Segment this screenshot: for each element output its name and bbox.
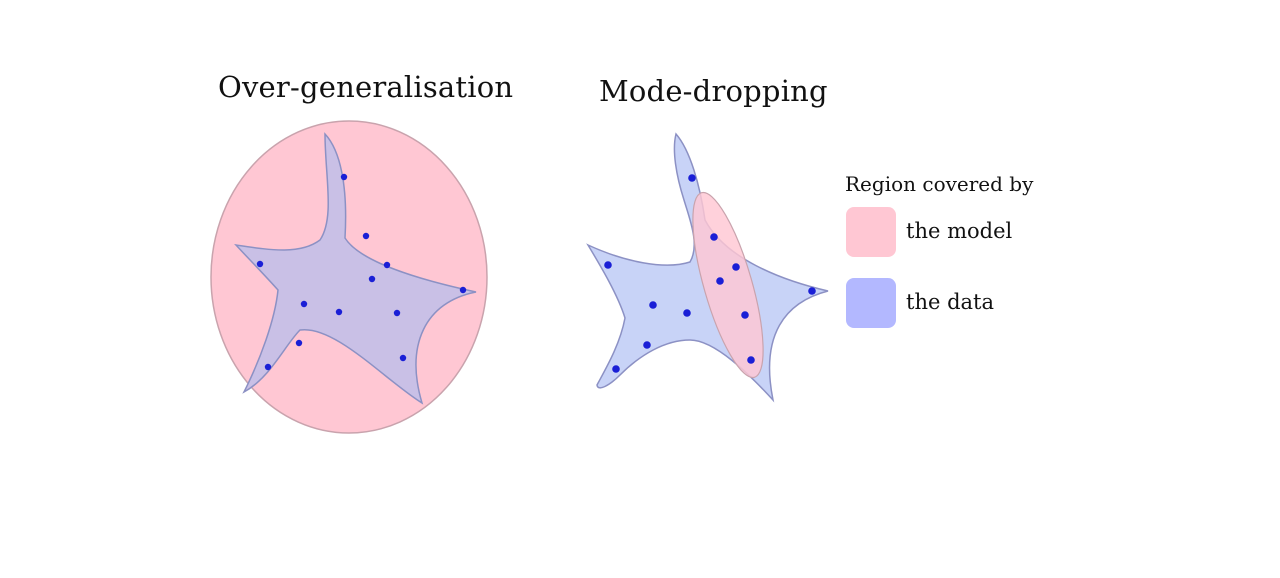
data-point <box>747 356 755 364</box>
data-point <box>335 308 343 316</box>
legend-label-data: the data <box>906 290 994 314</box>
data-point <box>643 341 651 349</box>
legend-swatch-data <box>846 278 896 328</box>
data-point <box>264 363 272 371</box>
left-panel-title: Over-generalisation <box>218 70 514 104</box>
data-point <box>649 301 657 309</box>
data-points-right <box>604 174 816 373</box>
data-point <box>732 263 740 271</box>
data-point <box>604 261 612 269</box>
data-point <box>808 287 816 295</box>
data-point <box>399 354 407 362</box>
mode-dropping-panel <box>586 132 829 403</box>
over-generalisation-panel <box>210 120 488 434</box>
legend-heading: Region covered by <box>845 172 1034 196</box>
data-point <box>362 232 370 240</box>
data-point <box>612 365 620 373</box>
data-point <box>716 277 724 285</box>
data-points-left <box>256 173 467 371</box>
data-point <box>368 275 376 283</box>
data-point <box>340 173 348 181</box>
data-point <box>741 311 749 319</box>
data-point <box>710 233 718 241</box>
data-point <box>683 309 691 317</box>
data-point <box>459 286 467 294</box>
legend-swatch-model <box>846 207 896 257</box>
data-point <box>383 261 391 269</box>
data-point <box>256 260 264 268</box>
right-panel-title: Mode-dropping <box>599 74 828 108</box>
legend-label-model: the model <box>906 219 1013 243</box>
model-region-narrow <box>692 191 764 379</box>
data-point <box>393 309 401 317</box>
data-point <box>300 300 308 308</box>
data-point <box>295 339 303 347</box>
data-point <box>688 174 696 182</box>
